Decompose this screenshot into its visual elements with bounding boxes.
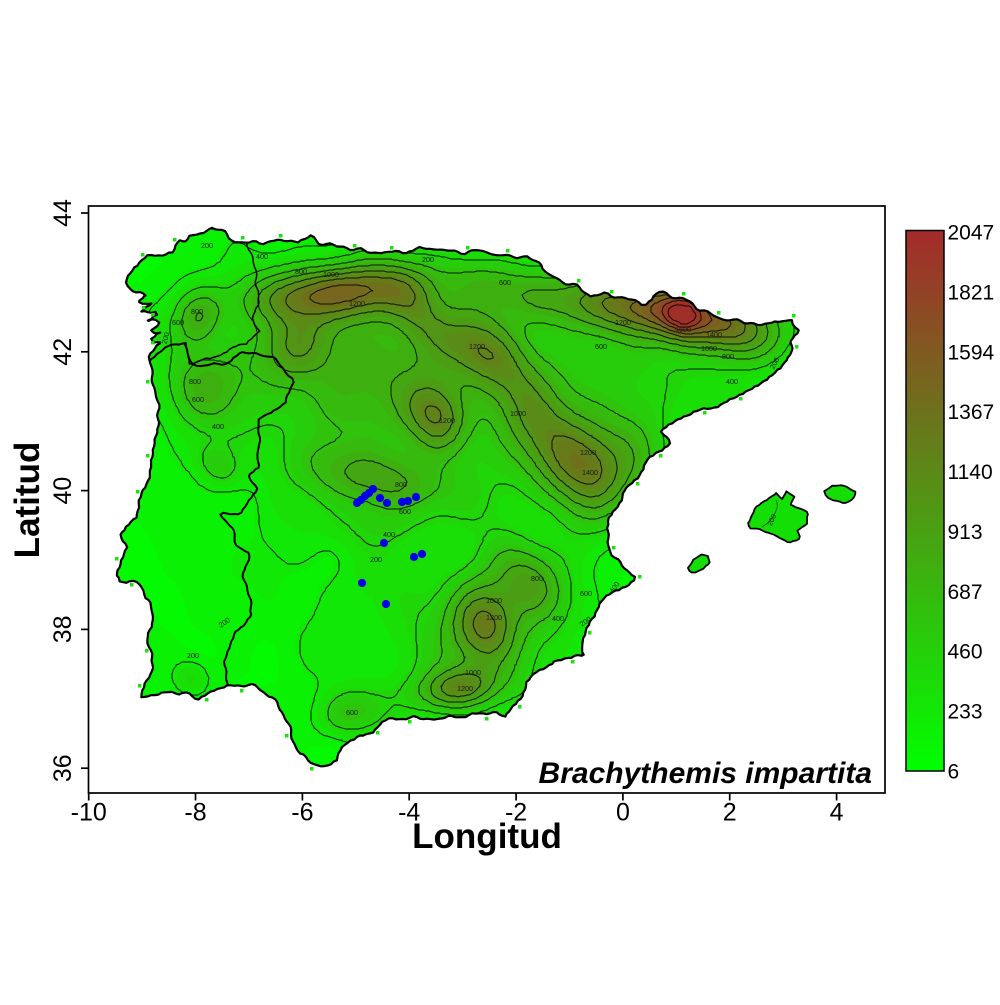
svg-text:2: 2 bbox=[723, 799, 737, 827]
svg-text:400: 400 bbox=[212, 422, 224, 431]
svg-text:200: 200 bbox=[370, 555, 382, 564]
svg-text:4: 4 bbox=[830, 799, 844, 827]
svg-text:400: 400 bbox=[552, 614, 564, 623]
svg-text:1000: 1000 bbox=[323, 270, 339, 279]
svg-text:600: 600 bbox=[192, 395, 204, 404]
svg-text:1140: 1140 bbox=[948, 461, 993, 484]
svg-text:233: 233 bbox=[948, 701, 983, 724]
svg-text:400: 400 bbox=[256, 252, 268, 261]
svg-text:Brachythemis impartita: Brachythemis impartita bbox=[539, 757, 872, 790]
svg-text:-10: -10 bbox=[71, 799, 107, 827]
svg-text:1400: 1400 bbox=[582, 468, 598, 477]
svg-text:600: 600 bbox=[346, 708, 358, 717]
svg-text:0: 0 bbox=[616, 799, 630, 827]
svg-text:1200: 1200 bbox=[615, 318, 631, 327]
svg-text:1000: 1000 bbox=[465, 668, 481, 677]
svg-text:44: 44 bbox=[49, 199, 77, 227]
svg-text:400: 400 bbox=[726, 377, 738, 386]
svg-text:1000: 1000 bbox=[701, 344, 717, 353]
svg-text:6: 6 bbox=[948, 761, 960, 784]
svg-text:200: 200 bbox=[422, 255, 434, 264]
svg-text:400: 400 bbox=[383, 530, 395, 539]
svg-text:600: 600 bbox=[595, 342, 607, 351]
svg-text:1200: 1200 bbox=[349, 299, 365, 308]
svg-text:600: 600 bbox=[580, 589, 592, 598]
svg-text:200: 200 bbox=[201, 241, 213, 250]
svg-text:1200: 1200 bbox=[439, 416, 455, 425]
svg-text:1200: 1200 bbox=[580, 448, 596, 457]
svg-text:-8: -8 bbox=[184, 799, 206, 827]
svg-text:-4: -4 bbox=[398, 799, 420, 827]
svg-text:600: 600 bbox=[399, 507, 411, 516]
svg-text:800: 800 bbox=[395, 480, 407, 489]
svg-text:1594: 1594 bbox=[948, 341, 995, 364]
svg-text:800: 800 bbox=[531, 574, 543, 583]
svg-text:800: 800 bbox=[189, 377, 201, 386]
svg-text:460: 460 bbox=[948, 641, 983, 664]
svg-text:1200: 1200 bbox=[457, 684, 473, 693]
svg-text:40: 40 bbox=[49, 477, 77, 505]
svg-text:913: 913 bbox=[948, 521, 983, 544]
svg-text:687: 687 bbox=[948, 581, 983, 604]
svg-text:1400: 1400 bbox=[706, 330, 722, 339]
svg-text:800: 800 bbox=[295, 267, 307, 276]
svg-text:800: 800 bbox=[191, 307, 203, 316]
svg-text:1367: 1367 bbox=[948, 401, 995, 424]
svg-text:1600: 1600 bbox=[675, 325, 691, 334]
svg-text:200: 200 bbox=[160, 331, 172, 345]
svg-text:1821: 1821 bbox=[948, 281, 995, 304]
svg-text:800: 800 bbox=[722, 352, 734, 361]
svg-text:-2: -2 bbox=[505, 799, 527, 827]
svg-text:600: 600 bbox=[172, 318, 184, 327]
svg-text:36: 36 bbox=[49, 754, 77, 782]
svg-text:600: 600 bbox=[499, 278, 511, 287]
svg-text:-6: -6 bbox=[291, 799, 313, 827]
svg-text:1000: 1000 bbox=[510, 409, 526, 418]
svg-text:200: 200 bbox=[187, 651, 199, 660]
svg-text:1200: 1200 bbox=[469, 342, 485, 351]
svg-text:1200: 1200 bbox=[486, 613, 502, 622]
svg-text:2047: 2047 bbox=[948, 222, 995, 245]
svg-text:Longitud: Longitud bbox=[412, 817, 562, 856]
svg-text:Latitud: Latitud bbox=[8, 442, 47, 559]
svg-text:42: 42 bbox=[49, 338, 77, 366]
svg-text:38: 38 bbox=[49, 615, 77, 643]
svg-text:1000: 1000 bbox=[486, 596, 502, 605]
